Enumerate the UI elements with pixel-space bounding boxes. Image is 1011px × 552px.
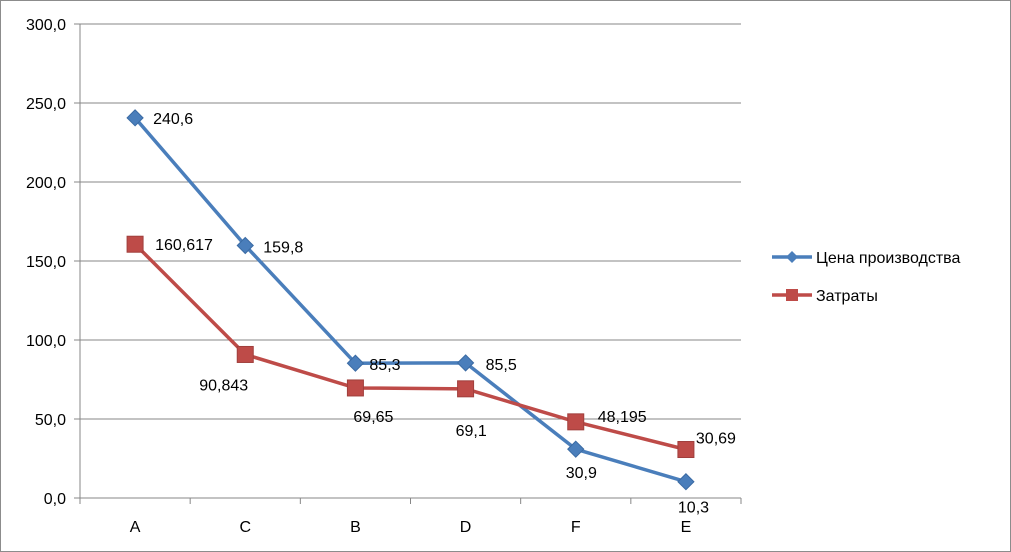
data-label: 10,3	[678, 500, 709, 517]
y-tick-label: 200,0	[26, 175, 66, 192]
x-tick-label: C	[239, 519, 251, 536]
data-label: 160,617	[155, 237, 213, 254]
gridlines	[80, 23, 741, 420]
data-label: 85,3	[369, 357, 400, 374]
data-label: 90,843	[199, 377, 248, 394]
x-tick-label: D	[460, 519, 472, 536]
diamond-marker	[456, 354, 475, 372]
series-lines	[133, 116, 687, 484]
diamond-marker	[567, 440, 585, 458]
y-tick-label: 50,0	[35, 412, 66, 429]
series-line	[133, 116, 687, 484]
data-label: 30,69	[696, 431, 736, 448]
square-marker	[346, 379, 364, 397]
square-marker	[126, 235, 144, 253]
y-tick-label: 100,0	[26, 333, 66, 350]
square-marker	[567, 413, 585, 431]
data-labels: 240,6 159,8 85,3 85,5 30,9 10,3 160,617 90,843 6…	[153, 111, 736, 517]
square-marker	[236, 345, 254, 363]
data-label: 240,6	[153, 111, 193, 128]
legend-diamond-marker	[786, 251, 798, 263]
x-tick-label: A	[130, 519, 141, 536]
y-tick-label: 300,0	[26, 17, 66, 34]
legend: Цена производства Затраты	[772, 250, 961, 305]
square-marker	[457, 380, 475, 398]
diamond-marker	[126, 109, 144, 127]
square-marker	[677, 441, 695, 459]
data-label: 48,195	[598, 409, 647, 426]
legend-label: Цена производства	[816, 250, 961, 267]
data-label: 69,65	[353, 409, 393, 426]
x-tick-label: F	[571, 519, 581, 536]
series-markers	[126, 109, 695, 491]
data-label: 30,9	[566, 465, 597, 482]
diamond-marker	[236, 236, 254, 255]
diamond-marker	[346, 354, 365, 372]
y-tick-label: 0,0	[44, 491, 66, 508]
legend-square-marker	[786, 289, 798, 301]
diamond-marker	[677, 473, 695, 491]
x-tick-label: B	[350, 519, 361, 536]
data-label: 85,5	[486, 357, 517, 374]
data-label: 69,1	[456, 423, 487, 440]
y-tick-label: 250,0	[26, 96, 66, 113]
data-label: 159,8	[263, 240, 303, 257]
y-tick-labels: 0,0 50,0 100,0 150,0 200,0 250,0 300,0	[26, 17, 66, 508]
x-tick-label: E	[681, 519, 692, 536]
series-line	[133, 242, 687, 452]
legend-label: Затраты	[816, 288, 878, 305]
axes	[74, 23, 742, 504]
y-tick-label: 150,0	[26, 254, 66, 271]
